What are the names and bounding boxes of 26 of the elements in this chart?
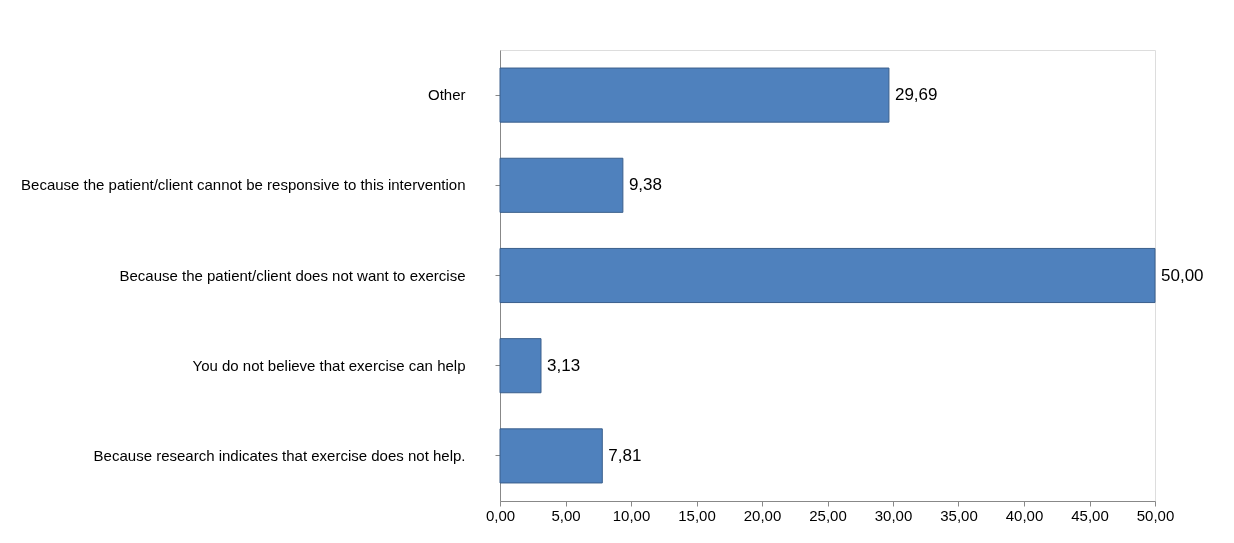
bar: [499, 247, 1156, 304]
x-tick-label: 45,00: [1071, 506, 1109, 524]
data-label: 9,38: [628, 175, 662, 195]
x-tick-label: 0,00: [485, 506, 516, 524]
x-tick-label: 50,00: [1136, 506, 1175, 524]
x-tick-label: 15,00: [678, 506, 716, 524]
x-tick-label: 20,00: [743, 506, 782, 524]
bar: [499, 157, 624, 213]
bar: [499, 67, 890, 123]
x-tick-label: 30,00: [874, 506, 913, 524]
x-tick-label: 35,00: [940, 506, 978, 524]
x-tick-label: 40,00: [1005, 506, 1044, 524]
data-label: 7,81: [608, 445, 642, 465]
data-label: 3,13: [547, 355, 581, 375]
x-tick-label: 25,00: [809, 506, 847, 524]
data-label: 50,00: [1161, 265, 1204, 285]
y-tick-label: Because research indicates that exercise does not help.: [93, 446, 466, 464]
y-tick-label: Other: [427, 86, 466, 104]
bar: [499, 428, 603, 484]
y-tick-label: You do not believe that exercise can help: [192, 356, 466, 374]
y-tick-label: Because the patient/client cannot be responsive to this intervention: [21, 176, 466, 194]
x-tick-label: 10,00: [612, 506, 651, 524]
bar: [499, 338, 542, 394]
y-tick-label: Because the patient/client does not want to exercise: [119, 266, 466, 284]
x-tick-label: 5,00: [551, 506, 581, 524]
data-label: 29,69: [894, 85, 938, 105]
